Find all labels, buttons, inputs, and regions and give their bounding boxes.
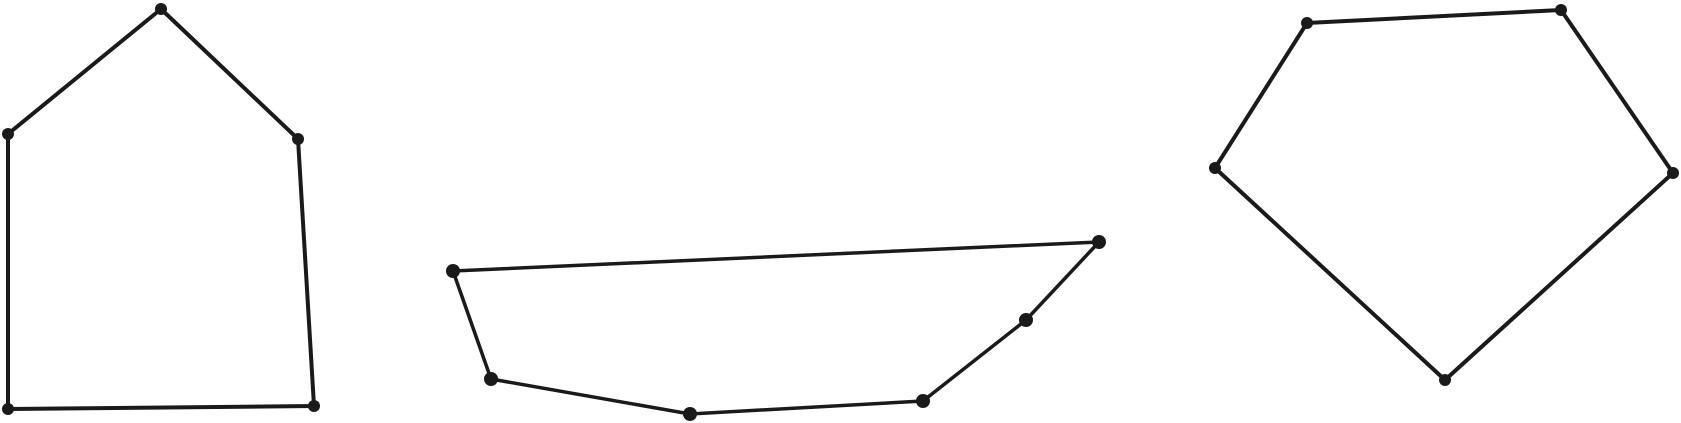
vertex bbox=[308, 400, 320, 412]
vertex bbox=[155, 3, 167, 15]
vertex bbox=[1439, 374, 1451, 386]
vertex bbox=[484, 372, 498, 386]
vertex bbox=[292, 133, 304, 145]
vertex bbox=[2, 403, 14, 415]
vertex bbox=[1667, 167, 1679, 179]
vertex bbox=[916, 394, 930, 408]
vertex bbox=[683, 407, 697, 421]
vertex bbox=[2, 128, 14, 140]
hexagon-boat-outline bbox=[451, 240, 1101, 416]
pentagon-shape bbox=[1209, 4, 1679, 386]
vertex bbox=[1301, 17, 1313, 29]
vertex bbox=[1209, 162, 1221, 174]
vertex bbox=[446, 264, 460, 278]
vertex bbox=[1555, 4, 1567, 16]
pentagon-outline bbox=[1213, 8, 1675, 382]
vertex bbox=[1092, 235, 1106, 249]
pentagon-house-outline bbox=[6, 7, 316, 411]
hexagon-boat-shape bbox=[446, 235, 1106, 421]
vertex bbox=[1019, 313, 1033, 327]
pentagon-house-shape bbox=[2, 3, 320, 415]
